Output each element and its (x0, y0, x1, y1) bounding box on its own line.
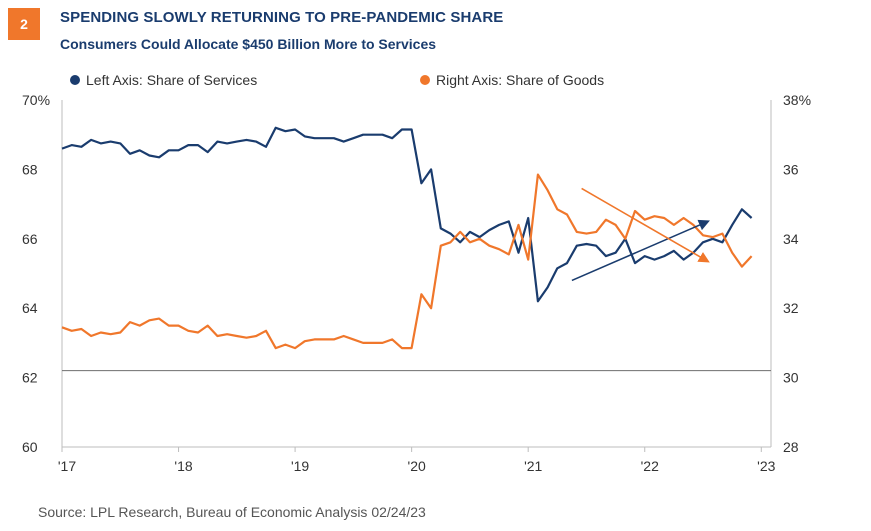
services-trend-arrow (571, 219, 710, 282)
legend-item-services: Left Axis: Share of Services (70, 72, 257, 88)
x-tick-label: '21 (524, 458, 542, 474)
legend-item-goods: Right Axis: Share of Goods (420, 72, 604, 88)
goods-share-line (61, 173, 753, 350)
legend-marker-services (70, 75, 80, 85)
right-tick-label: 28 (783, 439, 799, 455)
right-tick-label: 32 (783, 300, 799, 316)
left-tick-label: 64 (22, 300, 38, 316)
legend-label-services: Left Axis: Share of Services (86, 72, 258, 88)
x-tick-label: '22 (641, 458, 659, 474)
left-tick-label: 60 (22, 439, 38, 455)
right-tick-label: 34 (783, 231, 799, 247)
right-tick-label: 30 (783, 370, 799, 386)
left-tick-label: 70% (22, 92, 50, 108)
legend-label-goods: Right Axis: Share of Goods (436, 72, 605, 88)
figure-number-badge: 2 (8, 8, 40, 40)
goods-trend-arrow (581, 187, 710, 263)
x-tick-label: '18 (174, 458, 192, 474)
x-tick-label: '19 (291, 458, 309, 474)
x-tick-label: '17 (58, 458, 76, 474)
services-share-line (61, 126, 753, 303)
left-tick-label: 66 (22, 231, 38, 247)
x-tick-label: '23 (757, 458, 775, 474)
chart-subtitle: Consumers Could Allocate $450 Billion Mo… (60, 36, 437, 52)
legend-marker-goods (420, 75, 430, 85)
left-tick-label: 68 (22, 161, 38, 177)
right-tick-label: 38% (783, 92, 811, 108)
right-tick-label: 36 (783, 161, 799, 177)
left-tick-label: 62 (22, 370, 38, 386)
chart-title: SPENDING SLOWLY RETURNING TO PRE-PANDEMI… (60, 9, 504, 26)
source-note: Source: LPL Research, Bureau of Economic… (38, 504, 426, 520)
x-tick-label: '20 (408, 458, 426, 474)
